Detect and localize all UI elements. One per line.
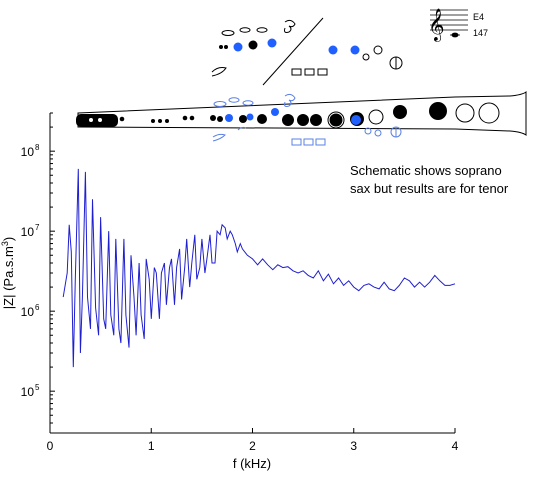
x-tick-label: 3 bbox=[350, 439, 357, 453]
svg-text:𝄞: 𝄞 bbox=[428, 8, 445, 42]
x-axis-label: f (kHz) bbox=[233, 456, 271, 471]
y-axis-label-main: |Z| (Pa.s.m bbox=[1, 246, 16, 309]
y-tick-label: 10 bbox=[21, 225, 35, 239]
y-tick-exponent: 8 bbox=[35, 143, 40, 152]
y-axis-label-sup: 3 bbox=[0, 241, 10, 246]
x-tick-label: 4 bbox=[452, 439, 459, 453]
saxophone-schematic: 𝄞 E4 147 bbox=[76, 8, 527, 146]
y-tick-label: 10 bbox=[21, 385, 35, 399]
y-tick-label: 10 bbox=[21, 145, 35, 159]
y-tick-label: 10 bbox=[21, 305, 35, 319]
x-tick-label: 0 bbox=[47, 439, 54, 453]
annotation-line-1: Schematic shows soprano bbox=[350, 163, 502, 178]
y-tick-exponent: 7 bbox=[35, 223, 40, 232]
y-axis-label-end: ) bbox=[1, 237, 16, 241]
note-number: 147 bbox=[473, 28, 488, 38]
y-tick-exponent: 5 bbox=[35, 383, 40, 392]
y-axis-label: |Z| (Pa.s.m3) bbox=[0, 237, 16, 309]
note-label: E4 bbox=[473, 12, 484, 22]
x-tick-label: 1 bbox=[148, 439, 155, 453]
y-tick-exponent: 6 bbox=[35, 303, 40, 312]
annotation-line-2: sax but results are for tenor bbox=[350, 181, 509, 196]
series-line-impedance bbox=[62, 168, 456, 368]
plot-axes bbox=[49, 113, 455, 434]
x-ticks: 0 1 2 3 4 bbox=[47, 428, 459, 453]
x-tick-label: 2 bbox=[249, 439, 256, 453]
